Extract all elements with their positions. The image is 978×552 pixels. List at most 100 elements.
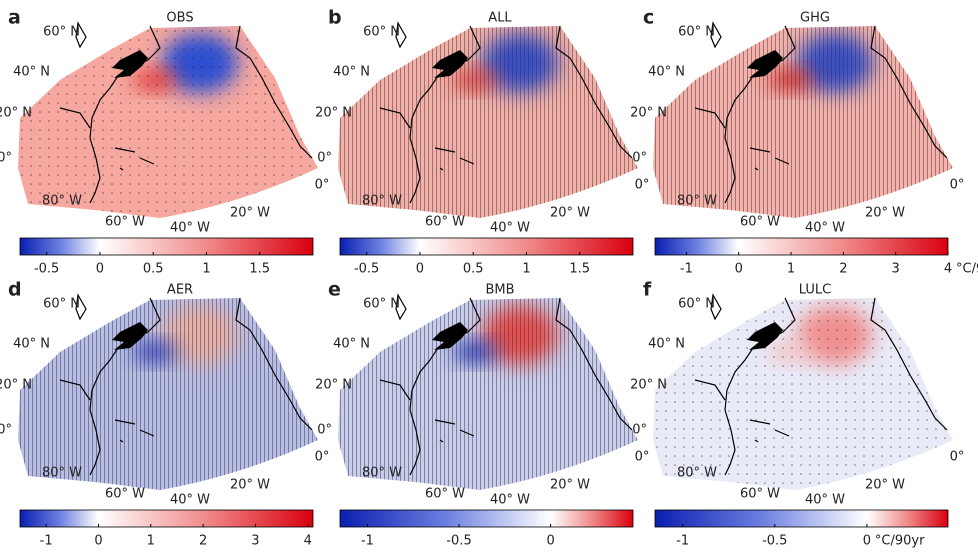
lat-label: 0° xyxy=(317,423,332,438)
lat-label: 60° N xyxy=(43,297,80,312)
colorbar-unit: °C/90yr xyxy=(956,262,978,277)
lon-label: 40° W xyxy=(805,221,845,236)
colorbar xyxy=(19,509,314,528)
colorbar-tick-label: 1.5 xyxy=(249,262,270,277)
lon-label: 40° W xyxy=(170,221,210,236)
lon-label: 0° xyxy=(635,450,650,465)
colorbar-tick-label: 1 xyxy=(522,262,530,277)
lat-label: 20° N xyxy=(0,378,32,393)
lat-label: 40° N xyxy=(648,337,685,352)
lon-label: 20° W xyxy=(550,478,590,493)
colorbar xyxy=(339,237,634,256)
colorbar-tick-label: -0.5 xyxy=(354,262,379,277)
panel: f LULC 60° N 40° N 20° N 0° 80° W 60° W 40° W 20°… xyxy=(630,279,965,549)
panel: a OBS 60° N 40° N 20° N 0° 80° W 60° W 40° W 20° … xyxy=(0,7,329,277)
lon-label: 0° xyxy=(950,450,965,465)
colorbar-tick-label: 0 xyxy=(94,534,102,549)
lon-label: 20° W xyxy=(230,206,270,221)
lat-label: 60° N xyxy=(678,297,715,312)
panel: b ALL 60° N 40° N 20° N 0° 80° W 60° W 40° W 20° … xyxy=(315,7,649,277)
colorbar-tick-label: -1 xyxy=(40,534,53,549)
lon-label: 80° W xyxy=(677,466,717,481)
lat-label: 0° xyxy=(632,151,647,166)
colorbar-tick-label: 0 xyxy=(546,534,554,549)
colorbar-tick-label: 2 xyxy=(839,262,847,277)
lon-label: 80° W xyxy=(42,466,82,481)
panel-letter: c xyxy=(643,7,654,29)
lat-label: 0° xyxy=(0,423,12,438)
colorbar xyxy=(19,237,314,256)
lon-label: 80° W xyxy=(362,194,402,209)
colorbar-tick-label: -0.5 xyxy=(446,534,471,549)
colorbar-tick-label: 3 xyxy=(892,262,900,277)
lon-label: 60° W xyxy=(425,487,465,502)
panel-title: AER xyxy=(167,283,193,298)
colorbar xyxy=(339,509,634,528)
panel: d AER 60° N 40° N 20° N 0° 80° W 60° W 40° W 20° … xyxy=(0,279,330,549)
lon-label: 20° W xyxy=(550,206,590,221)
panel-letter: b xyxy=(328,7,342,29)
lon-label: 20° W xyxy=(865,478,905,493)
colorbar-tick-label: 0.5 xyxy=(143,262,164,277)
panel-letter: f xyxy=(643,279,652,301)
lon-label: 20° W xyxy=(865,206,905,221)
colorbar-tick-label: 4 xyxy=(944,262,952,277)
colorbar-tick-label: 0 xyxy=(96,262,104,277)
lon-label: 80° W xyxy=(42,194,82,209)
colorbar xyxy=(654,237,949,256)
lat-label: 0° xyxy=(632,423,647,438)
panel-title: LULC xyxy=(799,283,831,298)
lon-label: 60° W xyxy=(740,215,780,230)
panel-letter: a xyxy=(8,7,21,29)
lat-label: 60° N xyxy=(363,25,400,40)
panel-title: BMB xyxy=(485,283,514,298)
panel: c GHG 60° N 40° N 20° N 0° 80° W 60° W 40° W 20° … xyxy=(630,7,978,277)
lat-label: 0° xyxy=(317,151,332,166)
panel-letter: d xyxy=(8,279,22,301)
lon-label: 80° W xyxy=(677,194,717,209)
lat-label: 60° N xyxy=(363,297,400,312)
lon-label: 0° xyxy=(315,450,330,465)
colorbar-tick-label: 1 xyxy=(202,262,210,277)
colorbar-tick-label: -1 xyxy=(676,534,689,549)
lon-label: 20° W xyxy=(230,478,270,493)
lat-label: 40° N xyxy=(333,65,370,80)
lat-label: 20° N xyxy=(315,378,352,393)
panel-title: GHG xyxy=(800,11,830,26)
colorbar-tick-label: 0.5 xyxy=(463,262,484,277)
lon-label: 40° W xyxy=(490,493,530,508)
lat-label: 40° N xyxy=(648,65,685,80)
panel: e BMB 60° N 40° N 20° N 0° 80° W 60° W 40° W 20° … xyxy=(315,279,650,549)
lat-label: 60° N xyxy=(678,25,715,40)
colorbar-tick-label: 2 xyxy=(199,534,207,549)
lat-label: 20° N xyxy=(0,106,32,121)
lon-label: 40° W xyxy=(805,493,845,508)
lon-label: 60° W xyxy=(105,487,145,502)
colorbar-tick-label: 4 xyxy=(304,534,312,549)
lon-label: 80° W xyxy=(362,466,402,481)
colorbar-tick-label: -1 xyxy=(680,262,693,277)
colorbar-tick-label: 0 xyxy=(416,262,424,277)
lon-label: 60° W xyxy=(740,487,780,502)
panel-title: OBS xyxy=(166,11,193,26)
panel-title: ALL xyxy=(488,11,512,26)
panel-letter: e xyxy=(328,279,341,301)
lon-label: 60° W xyxy=(105,215,145,230)
lat-label: 0° xyxy=(0,151,12,166)
lon-label: 40° W xyxy=(170,493,210,508)
lon-label: 60° W xyxy=(425,215,465,230)
colorbar-tick-label: -0.5 xyxy=(762,534,787,549)
lat-label: 40° N xyxy=(333,337,370,352)
lon-label: 0° xyxy=(950,178,965,193)
colorbar-tick-label: 3 xyxy=(251,534,259,549)
lat-label: 20° N xyxy=(630,106,667,121)
lat-label: 40° N xyxy=(13,337,50,352)
colorbar xyxy=(654,509,949,528)
colorbar-tick-label: 0 xyxy=(863,534,871,549)
lat-label: 40° N xyxy=(13,65,50,80)
colorbar-tick-label: -1 xyxy=(361,534,374,549)
colorbar-tick-label: -0.5 xyxy=(34,262,59,277)
colorbar-unit: °C/90yr xyxy=(875,534,925,549)
lat-label: 60° N xyxy=(43,25,80,40)
